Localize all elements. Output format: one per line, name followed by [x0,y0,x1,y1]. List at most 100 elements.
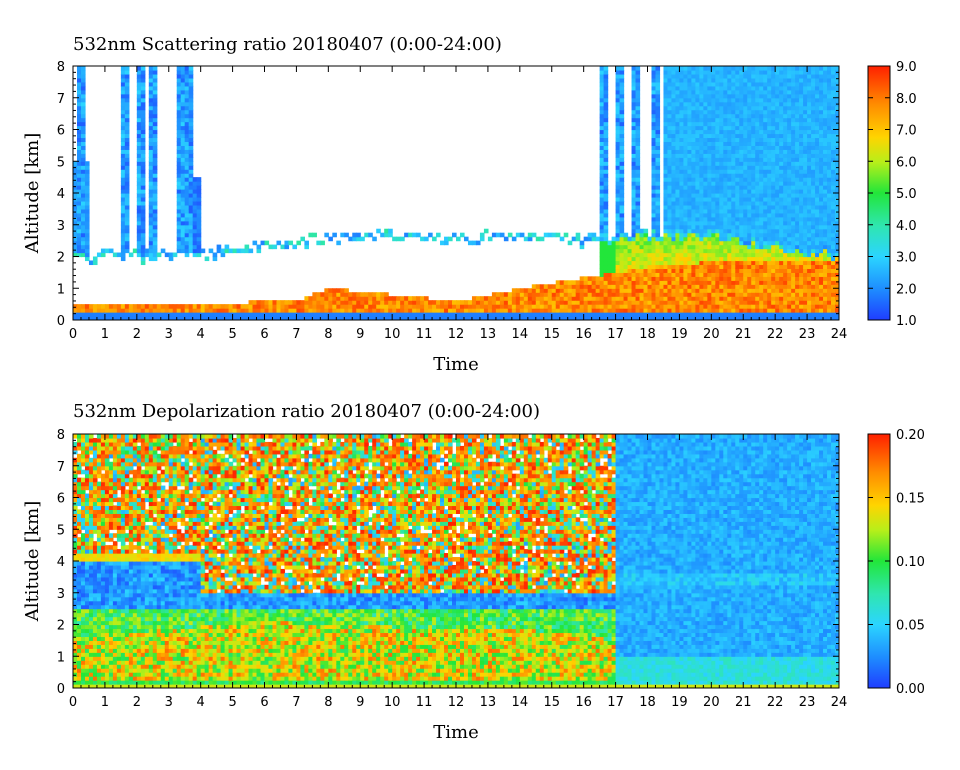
heatmap-cell [695,280,700,285]
heatmap-cell [707,185,712,190]
heatmap-cell [607,252,613,258]
heatmap-cell [699,77,704,83]
heatmap-cell [715,316,720,320]
heatmap-cell [751,304,756,309]
heatmap-cell [735,85,740,91]
heatmap-cell [735,193,740,198]
heatmap-cell [184,149,190,154]
heatmap-cell [547,232,553,238]
heatmap-cell [651,121,657,127]
heatmap-cell [795,113,800,119]
heatmap-cell [727,292,732,297]
heatmap-cell [631,240,637,246]
heatmap-cell [743,304,748,309]
heatmap-cell [675,169,681,174]
heatmap-cell [763,216,768,222]
heatmap-cell [340,300,345,305]
heatmap-cell [791,89,796,95]
heatmap-cell [188,125,194,131]
heatmap-cell [655,173,661,178]
heatmap-cell [647,300,653,305]
heatmap-cell [152,69,158,75]
heatmap-cell [723,208,728,214]
heatmap-cell [735,105,740,111]
heatmap-cell [619,204,625,210]
heatmap-cell [296,308,302,313]
heatmap-cell [819,200,824,206]
heatmap-cell [615,204,621,210]
heatmap-cell [787,296,792,301]
heatmap-cell [827,304,832,309]
heatmap-cell [715,117,720,123]
heatmap-cell [739,105,744,111]
heatmap-cell [675,85,681,91]
heatmap-cell [591,284,597,289]
heatmap-cell [152,200,158,206]
heatmap-cell [719,292,724,297]
heatmap-cell [436,308,441,313]
heatmap-cell [579,288,585,293]
heatmap-cell [799,173,804,178]
heatmap-cell [184,316,190,320]
heatmap-cell [603,284,609,289]
heatmap-cell [376,308,381,313]
heatmap-cell [619,177,625,182]
heatmap-cell [683,248,688,254]
heatmap-cell [823,105,828,111]
heatmap-cell [651,196,657,202]
heatmap-cell [344,296,349,301]
heatmap-cell [691,153,696,158]
heatmap-cell [192,316,198,320]
heatmap-cell [711,316,716,320]
heatmap-cell [755,121,760,127]
heatmap-cell [316,312,321,317]
heatmap-cell [372,296,377,301]
heatmap-cell [771,204,776,210]
heatmap-cell [152,117,158,123]
heatmap-cell [699,268,704,273]
heatmap-cell [739,304,744,309]
heatmap-cell [743,196,748,202]
heatmap-cell [164,316,170,320]
heatmap-cell [452,308,457,313]
heatmap-cell [140,73,146,79]
chart-title: 532nm Scattering ratio 20180407 (0:00-24… [73,34,502,55]
heatmap-cell [731,89,736,95]
heatmap-cell [140,208,146,214]
heatmap-cell [627,300,633,305]
heatmap-cell [687,200,692,206]
heatmap-cell [663,85,669,91]
heatmap-cell [727,240,732,246]
heatmap-cell [731,304,736,309]
heatmap-cell [663,252,669,258]
heatmap-cell [691,185,696,190]
heatmap-cell [124,240,130,246]
heatmap-cell [124,304,130,309]
heatmap-cell [783,300,788,305]
heatmap-cell [659,288,665,293]
heatmap-cell [571,316,577,320]
heatmap-cell [619,212,625,218]
heatmap-cell [711,77,716,83]
heatmap-cell [783,304,788,309]
heatmap-cell [651,81,657,87]
heatmap-cell [667,121,673,127]
heatmap-cell [775,208,780,214]
heatmap-cell [755,316,760,320]
heatmap-cell [767,73,772,79]
heatmap-cell [675,236,681,242]
heatmap-cell [823,169,828,174]
heatmap-cell [479,236,485,242]
heatmap-cell [811,145,816,150]
heatmap-cell [755,284,760,289]
heatmap-cell [599,296,605,301]
heatmap-cell [759,232,764,238]
heatmap-cell [76,129,82,135]
heatmap-cell [76,121,82,127]
heatmap-cell [188,185,194,190]
heatmap-cell [779,236,784,242]
heatmap-cell [799,228,804,234]
heatmap-cell [827,204,832,210]
heatmap-cell [671,121,677,127]
heatmap-cell [655,113,661,119]
